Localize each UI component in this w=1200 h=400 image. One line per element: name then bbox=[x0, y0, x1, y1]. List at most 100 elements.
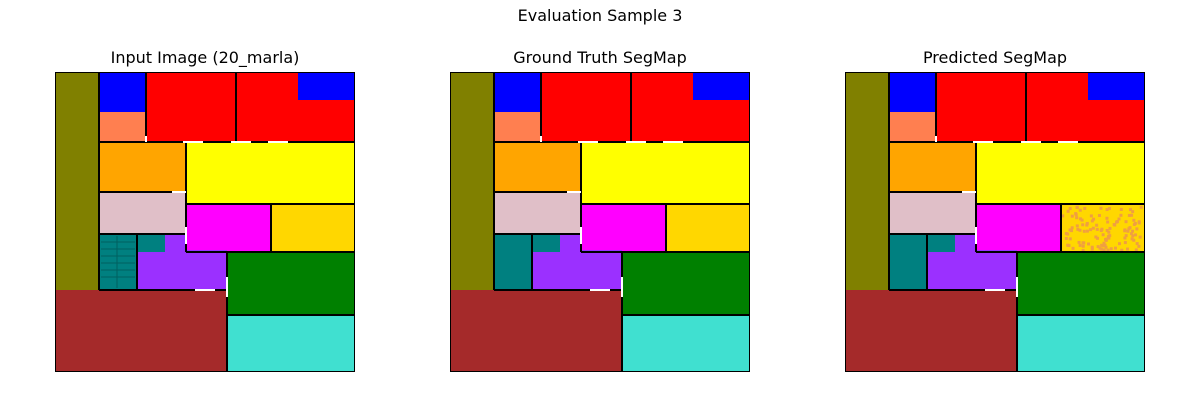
room-magenta bbox=[581, 204, 666, 252]
room-red-left bbox=[146, 72, 236, 142]
prediction-noise bbox=[1125, 220, 1128, 223]
prediction-noise bbox=[1065, 232, 1068, 235]
room-orange bbox=[889, 142, 976, 192]
room-blue-right bbox=[693, 72, 749, 100]
room-green bbox=[622, 252, 749, 315]
prediction-noise bbox=[1096, 237, 1099, 240]
prediction-noise bbox=[1067, 210, 1070, 213]
room-teal bbox=[494, 234, 532, 290]
room-orange bbox=[99, 142, 186, 192]
prediction-noise bbox=[1075, 216, 1078, 219]
room-purple-extension bbox=[165, 234, 187, 252]
room-olive bbox=[55, 72, 99, 290]
prediction-noise bbox=[1079, 244, 1082, 247]
room-teal bbox=[889, 234, 927, 290]
prediction-noise bbox=[1136, 242, 1139, 245]
room-turquoise bbox=[227, 315, 354, 372]
prediction-noise bbox=[1127, 227, 1130, 230]
prediction-noise bbox=[1113, 224, 1116, 227]
panel-title-ground-truth: Ground Truth SegMap bbox=[450, 48, 750, 67]
prediction-noise bbox=[1115, 221, 1118, 224]
prediction-noise bbox=[1098, 214, 1101, 217]
prediction-noise bbox=[1105, 217, 1108, 220]
prediction-noise bbox=[1069, 207, 1072, 210]
room-gold bbox=[666, 204, 749, 252]
prediction-noise bbox=[1120, 208, 1123, 211]
prediction-noise bbox=[1081, 223, 1084, 226]
prediction-noise bbox=[1072, 247, 1075, 250]
prediction-noise bbox=[1134, 233, 1137, 236]
ground-truth-panel bbox=[450, 72, 750, 372]
prediction-noise bbox=[1067, 244, 1070, 247]
prediction-noise bbox=[1106, 220, 1109, 223]
prediction-noise bbox=[1097, 245, 1100, 248]
room-pink bbox=[494, 192, 581, 234]
prediction-noise bbox=[1082, 245, 1085, 248]
room-pink bbox=[99, 192, 186, 234]
prediction-noise bbox=[1126, 248, 1129, 251]
room-brown bbox=[845, 290, 1017, 372]
room-purple-extension bbox=[955, 234, 977, 252]
room-yellow bbox=[976, 142, 1144, 204]
prediction-noise bbox=[1078, 241, 1081, 244]
prediction-noise bbox=[1131, 230, 1134, 233]
prediction-noise bbox=[1095, 224, 1098, 227]
room-red-left bbox=[541, 72, 631, 142]
room-pink bbox=[889, 192, 976, 234]
prediction-noise bbox=[1131, 210, 1134, 213]
room-blue-left bbox=[889, 72, 936, 112]
room-red-left bbox=[936, 72, 1026, 142]
room-purple bbox=[137, 250, 227, 290]
prediction-noise bbox=[1124, 241, 1127, 244]
prediction-noise bbox=[1075, 213, 1078, 216]
prediction-noise bbox=[1076, 206, 1079, 209]
panel-title-input: Input Image (20_marla) bbox=[55, 48, 355, 67]
room-purple bbox=[927, 250, 1017, 290]
prediction-noise bbox=[1135, 248, 1138, 251]
room-orange bbox=[494, 142, 581, 192]
room-gold bbox=[271, 204, 354, 252]
room-brown bbox=[450, 290, 622, 372]
room-olive bbox=[845, 72, 889, 290]
prediction-noise bbox=[1130, 214, 1133, 217]
prediction-noise bbox=[1123, 236, 1126, 239]
prediction-noise bbox=[1102, 233, 1105, 236]
figure-title: Evaluation Sample 3 bbox=[0, 6, 1200, 25]
room-blue-left bbox=[99, 72, 146, 112]
room-coral bbox=[494, 112, 541, 142]
prediction-noise bbox=[1118, 218, 1121, 221]
room-magenta bbox=[186, 204, 271, 252]
predicted-panel bbox=[845, 72, 1145, 372]
prediction-noise bbox=[1102, 244, 1105, 247]
prediction-noise bbox=[1079, 209, 1082, 212]
room-yellow bbox=[186, 142, 354, 204]
prediction-noise bbox=[1082, 241, 1085, 244]
room-blue-right bbox=[1088, 72, 1144, 100]
prediction-noise bbox=[1091, 248, 1094, 251]
prediction-noise bbox=[1100, 248, 1103, 251]
room-brown bbox=[55, 290, 227, 372]
prediction-noise bbox=[1086, 222, 1089, 225]
prediction-noise bbox=[1090, 214, 1093, 217]
prediction-noise bbox=[1140, 206, 1143, 209]
prediction-noise bbox=[1105, 239, 1108, 242]
prediction-noise bbox=[1099, 207, 1102, 210]
prediction-noise bbox=[1087, 242, 1090, 245]
room-blue-left bbox=[494, 72, 541, 112]
predicted-segmap-image bbox=[845, 72, 1145, 372]
prediction-noise bbox=[1135, 227, 1138, 230]
prediction-noise bbox=[1069, 228, 1072, 231]
prediction-noise bbox=[1118, 242, 1121, 245]
room-green bbox=[227, 252, 354, 315]
room-green bbox=[1017, 252, 1144, 315]
room-coral bbox=[99, 112, 146, 142]
prediction-noise bbox=[1079, 217, 1082, 220]
room-turquoise bbox=[622, 315, 749, 372]
room-yellow bbox=[581, 142, 749, 204]
prediction-noise bbox=[1069, 237, 1072, 240]
input-floorplan-image bbox=[55, 72, 355, 372]
room-turquoise bbox=[1017, 315, 1144, 372]
prediction-noise bbox=[1137, 245, 1140, 248]
prediction-noise bbox=[1086, 230, 1089, 233]
prediction-noise bbox=[1071, 215, 1074, 218]
